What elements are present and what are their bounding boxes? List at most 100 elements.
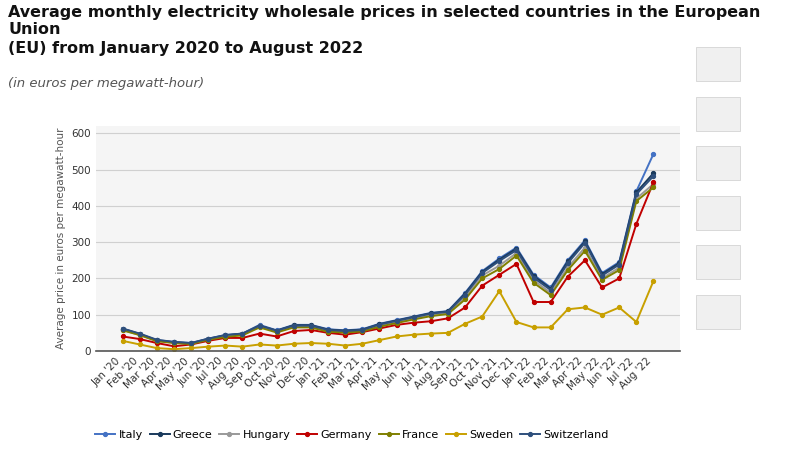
France	[118, 328, 127, 333]
Germany	[238, 335, 247, 341]
Sweden	[631, 319, 641, 324]
Italy	[152, 338, 162, 343]
Hungary	[631, 196, 641, 201]
Sweden	[512, 319, 522, 324]
France	[254, 325, 264, 330]
Sweden	[563, 306, 573, 312]
Greece	[614, 261, 624, 266]
Italy	[529, 272, 538, 278]
Switzerland	[358, 327, 367, 333]
Sweden	[580, 305, 590, 310]
Italy	[306, 322, 316, 328]
Germany	[358, 329, 367, 335]
Germany	[340, 332, 350, 338]
Hungary	[460, 295, 470, 300]
France	[169, 340, 178, 346]
Italy	[118, 326, 127, 331]
Y-axis label: Average price in euros per megawatt-hour: Average price in euros per megawatt-hour	[56, 128, 66, 349]
France	[186, 342, 196, 347]
Italy	[203, 336, 213, 342]
Greece	[254, 323, 264, 328]
Greece	[443, 309, 453, 314]
Hungary	[563, 265, 573, 270]
France	[494, 266, 504, 272]
Hungary	[598, 276, 607, 281]
Italy	[478, 269, 487, 274]
Greece	[152, 338, 162, 343]
Line: Hungary: Hungary	[121, 182, 655, 346]
Greece	[478, 269, 487, 274]
Switzerland	[186, 340, 196, 346]
Greece	[426, 310, 436, 316]
France	[631, 198, 641, 204]
Greece	[221, 333, 230, 338]
Text: (EU) from January 2020 to August 2022: (EU) from January 2020 to August 2022	[8, 40, 363, 55]
Hungary	[169, 340, 178, 345]
Switzerland	[135, 331, 145, 336]
Germany	[169, 344, 178, 349]
Hungary	[135, 333, 145, 338]
Greece	[272, 328, 282, 333]
Switzerland	[631, 192, 641, 197]
Hungary	[512, 250, 522, 256]
Hungary	[649, 181, 658, 187]
Greece	[529, 273, 538, 279]
Sweden	[614, 305, 624, 310]
Switzerland	[494, 258, 504, 264]
France	[392, 320, 402, 326]
Line: Greece: Greece	[121, 171, 655, 345]
Germany	[118, 334, 127, 339]
Text: (in euros per megawatt-hour): (in euros per megawatt-hour)	[8, 76, 204, 90]
Germany	[203, 338, 213, 343]
Hungary	[494, 263, 504, 268]
Italy	[289, 322, 298, 328]
Switzerland	[272, 328, 282, 333]
Greece	[563, 259, 573, 264]
Italy	[238, 331, 247, 336]
Germany	[323, 330, 333, 336]
Hungary	[238, 332, 247, 337]
Switzerland	[409, 315, 418, 320]
Germany	[221, 335, 230, 341]
Germany	[529, 299, 538, 305]
Line: Italy: Italy	[121, 152, 655, 345]
Germany	[512, 261, 522, 266]
Germany	[374, 326, 384, 331]
France	[358, 328, 367, 334]
Sweden	[152, 346, 162, 351]
Greece	[323, 327, 333, 332]
France	[272, 330, 282, 335]
Italy	[186, 340, 196, 346]
Germany	[598, 285, 607, 290]
Sweden	[358, 341, 367, 346]
Sweden	[323, 341, 333, 346]
Greece	[238, 331, 247, 337]
France	[289, 325, 298, 330]
Switzerland	[460, 292, 470, 297]
Italy	[169, 339, 178, 345]
France	[598, 277, 607, 283]
Hungary	[323, 328, 333, 333]
Sweden	[460, 321, 470, 327]
Legend: Italy, Greece, Hungary, Germany, France, Sweden, Switzerland: Italy, Greece, Hungary, Germany, France,…	[95, 430, 609, 440]
Hungary	[306, 324, 316, 329]
Germany	[614, 276, 624, 281]
Sweden	[203, 344, 213, 349]
Switzerland	[426, 311, 436, 316]
France	[374, 324, 384, 329]
Sweden	[289, 341, 298, 346]
Germany	[649, 180, 658, 185]
Sweden	[409, 332, 418, 338]
Switzerland	[238, 331, 247, 336]
Sweden	[649, 278, 658, 284]
Italy	[580, 238, 590, 243]
Hungary	[340, 329, 350, 334]
Switzerland	[203, 336, 213, 342]
Germany	[494, 272, 504, 278]
France	[614, 267, 624, 273]
Greece	[186, 341, 196, 346]
Italy	[460, 290, 470, 296]
France	[649, 184, 658, 190]
Sweden	[238, 344, 247, 349]
Sweden	[546, 325, 555, 330]
